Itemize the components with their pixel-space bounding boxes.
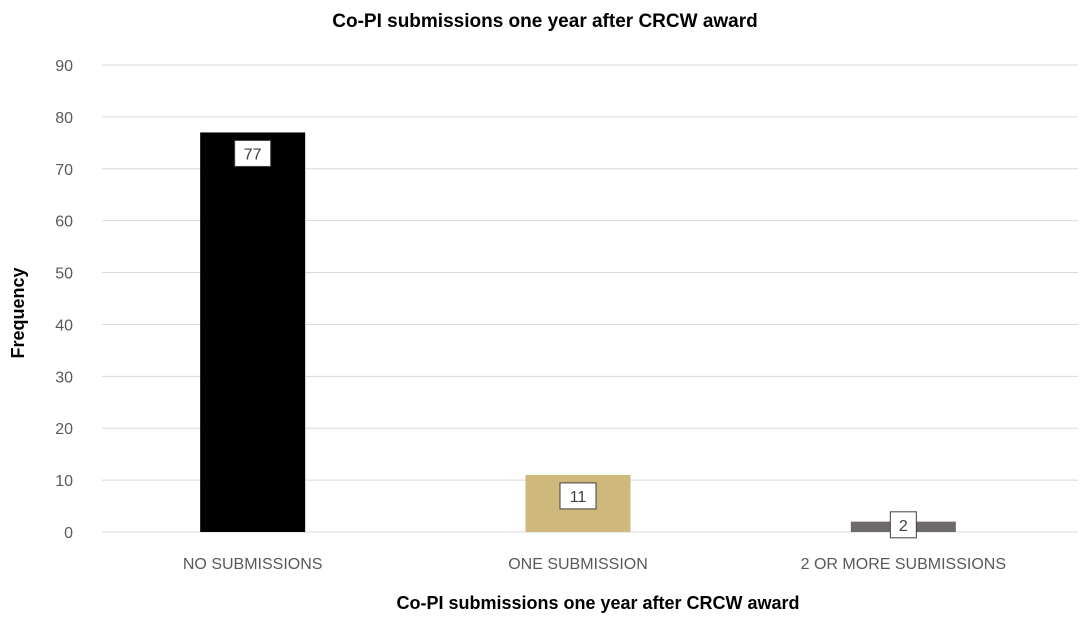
- x-axis-categories: NO SUBMISSIONS ONE SUBMISSION 2 OR MORE SU…: [183, 556, 1006, 573]
- data-label-box: [234, 139, 272, 167]
- y-tick-label: 60: [55, 214, 73, 231]
- y-tick-label: 30: [55, 369, 73, 386]
- chart-title: Co-PI submissions one year after CRCW aw…: [332, 11, 758, 32]
- data-label-text: 2: [899, 518, 908, 535]
- x-category-label: 2 OR MORE SUBMISSIONS: [801, 556, 1006, 573]
- bar: [200, 132, 306, 532]
- data-label-box: [889, 511, 917, 539]
- y-tick-label: 90: [55, 58, 73, 75]
- data-label: 2: [889, 511, 917, 539]
- x-category-label: NO SUBMISSIONS: [183, 556, 323, 573]
- y-tick-label: 10: [55, 473, 73, 490]
- data-label: 11: [559, 482, 597, 510]
- y-tick-label: 80: [55, 110, 73, 127]
- data-label-box: [559, 482, 597, 510]
- x-category-label: ONE SUBMISSION: [508, 556, 648, 573]
- y-tick-label: 40: [55, 317, 73, 334]
- bars: [200, 132, 956, 532]
- y-axis-ticks: 0 10 20 30 40 50 60 70 80 90: [55, 58, 73, 542]
- data-label: 77: [234, 139, 272, 167]
- data-label-text: 77: [244, 146, 262, 163]
- y-tick-label: 50: [55, 266, 73, 283]
- y-axis-title: Frequency: [8, 267, 28, 358]
- data-labels: 77 11 2: [234, 139, 917, 539]
- y-tick-label: 20: [55, 421, 73, 438]
- x-axis-title: Co-PI submissions one year after CRCW aw…: [396, 593, 799, 613]
- data-label-text: 11: [570, 489, 587, 506]
- y-tick-label: 70: [55, 162, 73, 179]
- y-tick-label: 0: [64, 525, 73, 542]
